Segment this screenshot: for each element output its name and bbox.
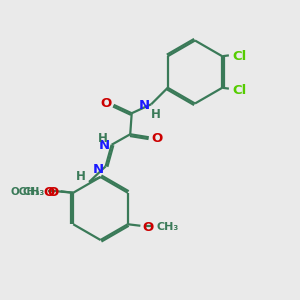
Text: N: N — [139, 99, 150, 112]
Text: N: N — [99, 139, 110, 152]
Text: O: O — [151, 132, 163, 145]
Text: O: O — [143, 221, 154, 234]
Text: H: H — [151, 108, 161, 121]
Text: O: O — [44, 186, 55, 199]
Text: H: H — [76, 170, 86, 183]
Text: CH₃: CH₃ — [22, 187, 45, 197]
Text: O: O — [100, 98, 111, 110]
Text: O: O — [47, 186, 58, 199]
Text: Cl: Cl — [233, 84, 247, 97]
Text: OCH₃: OCH₃ — [11, 187, 40, 197]
Text: H: H — [98, 132, 108, 145]
Text: Cl: Cl — [233, 50, 247, 63]
Text: N: N — [93, 163, 104, 176]
Text: CH₃: CH₃ — [156, 222, 178, 232]
